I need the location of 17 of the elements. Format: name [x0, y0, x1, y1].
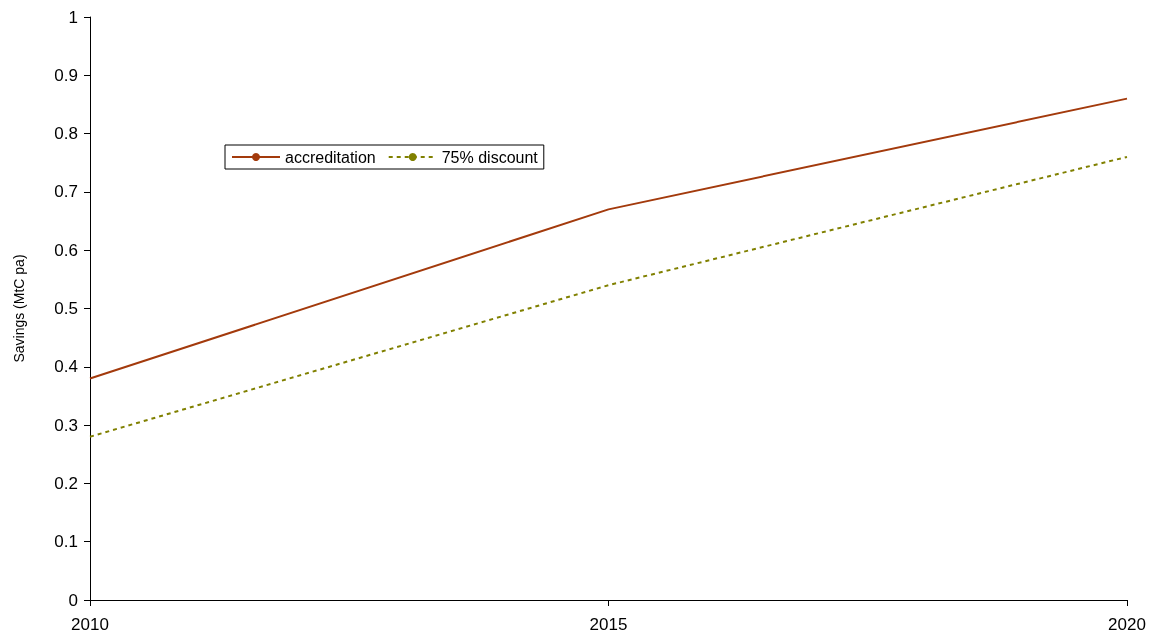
- y-tick-label: 0.1: [54, 532, 78, 552]
- y-tick-label: 0.2: [54, 473, 78, 493]
- x-tick-label: 2020: [1108, 615, 1146, 634]
- x-tick-label: 2015: [589, 615, 628, 634]
- y-tick-label: 1: [68, 7, 78, 27]
- legend-label: 75% discount: [441, 148, 539, 166]
- y-tick-label: 0.6: [54, 240, 78, 260]
- x-tick-label: 2010: [71, 615, 109, 634]
- y-tick-label: 0.9: [54, 65, 78, 85]
- y-tick-label: 0.3: [54, 415, 78, 435]
- y-tick-label: 0.8: [54, 124, 78, 144]
- y-tick-label: 0.5: [54, 299, 78, 318]
- y-axis-title: Savings (MtC pa): [11, 254, 27, 363]
- y-tick-label: 0.4: [54, 357, 78, 377]
- y-tick-label: 0: [68, 590, 78, 610]
- legend-label: accreditation: [285, 148, 376, 166]
- y-tick-label: 0.7: [54, 182, 78, 202]
